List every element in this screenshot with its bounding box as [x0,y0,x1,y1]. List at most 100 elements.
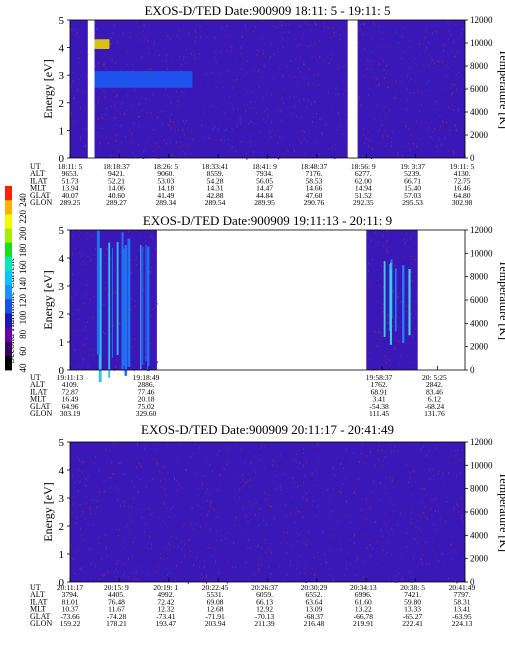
orbit-value: 75.02 [138,402,155,411]
noise-pixel [294,443,296,446]
noise-pixel [231,87,233,89]
orbit-value: 1762. [371,380,388,389]
noise-pixel [204,560,206,562]
orbit-value: 51.73 [62,176,79,185]
noise-pixel [258,512,260,515]
noise-pixel [404,51,406,53]
noise-pixel [152,237,154,240]
noise-pixel [136,322,138,325]
noise-pixel [101,540,103,543]
noise-pixel [200,526,202,528]
orbit-value: -54.38 [369,402,389,411]
noise-pixel [449,37,450,39]
noise-pixel [398,340,400,343]
noise-pixel [273,53,275,56]
noise-pixel [430,508,432,511]
noise-pixel [191,453,193,455]
noise-pixel [205,493,207,496]
noise-pixel [90,564,92,566]
noise-pixel [123,575,125,577]
noise-pixel [317,505,319,508]
noise-pixel [121,141,122,143]
noise-pixel [83,275,84,277]
noise-pixel [308,533,310,535]
noise-pixel [341,532,343,534]
noise-pixel [387,86,389,88]
noise-pixel [458,458,460,461]
noise-pixel [144,239,146,242]
orbit-value: 19:11:13 [57,373,84,382]
noise-pixel [83,146,85,148]
noise-pixel [264,492,266,494]
noise-pixel [460,518,462,520]
y-right-axis-label: Temperature [K] [497,49,505,129]
noise-pixel [96,267,98,270]
noise-pixel [89,298,91,300]
noise-pixel [311,121,313,124]
orbit-value: 72.75 [454,176,471,185]
orbit-value: 2886. [138,380,155,389]
noise-pixel [78,318,80,321]
noise-pixel [426,83,428,86]
noise-pixel [136,21,138,23]
noise-pixel [99,37,100,40]
noise-pixel [121,102,123,104]
noise-pixel [374,231,376,233]
noise-pixel [92,267,94,270]
noise-pixel [367,131,369,134]
noise-pixel [135,571,137,573]
noise-pixel [371,136,373,138]
noise-pixel [372,21,374,24]
noise-pixel [106,150,108,152]
noise-pixel [102,574,104,576]
noise-pixel [175,532,177,534]
orbit-value: 193.47 [155,619,176,628]
noise-pixel [210,506,212,509]
noise-pixel [382,464,384,467]
noise-pixel [84,461,86,463]
noise-pixel [311,472,313,475]
noise-pixel [200,572,202,575]
noise-pixel [187,143,189,146]
noise-pixel [101,558,103,561]
noise-pixel [262,486,264,488]
orbit-value: -74.28 [107,612,127,621]
noise-pixel [381,337,383,339]
orbit-row-label: ALT [30,590,45,599]
noise-pixel [171,153,173,156]
noise-pixel [451,558,453,560]
noise-pixel [266,524,268,526]
orbit-value: -65.27 [403,612,423,621]
noise-pixel [93,525,95,526]
noise-pixel [447,52,449,55]
orbit-row-label: MLT [30,395,46,404]
noise-pixel [89,260,91,262]
noise-pixel [358,461,360,464]
noise-pixel [456,474,458,477]
noise-pixel [413,92,415,94]
noise-pixel [426,90,428,92]
noise-pixel [387,71,389,73]
noise-pixel [394,110,396,113]
noise-pixel [74,29,76,31]
noise-pixel [331,498,333,500]
noise-pixel [76,287,78,289]
noise-pixel [241,71,243,73]
noise-pixel [145,486,147,489]
orbit-value: 41.49 [157,191,174,200]
noise-pixel [275,475,277,477]
noise-pixel [132,555,134,558]
orbit-value: 20:41:49 [449,583,476,592]
noise-pixel [343,93,344,95]
noise-pixel [398,142,400,145]
noise-pixel [126,65,128,68]
data-gap [347,20,358,158]
noise-pixel [95,248,96,251]
noise-pixel [109,487,111,489]
orbit-value: 68.91 [371,387,388,396]
noise-pixel [305,21,307,24]
noise-pixel [326,148,328,150]
noise-pixel [98,469,100,472]
noise-pixel [118,462,120,465]
noise-pixel [110,42,111,45]
